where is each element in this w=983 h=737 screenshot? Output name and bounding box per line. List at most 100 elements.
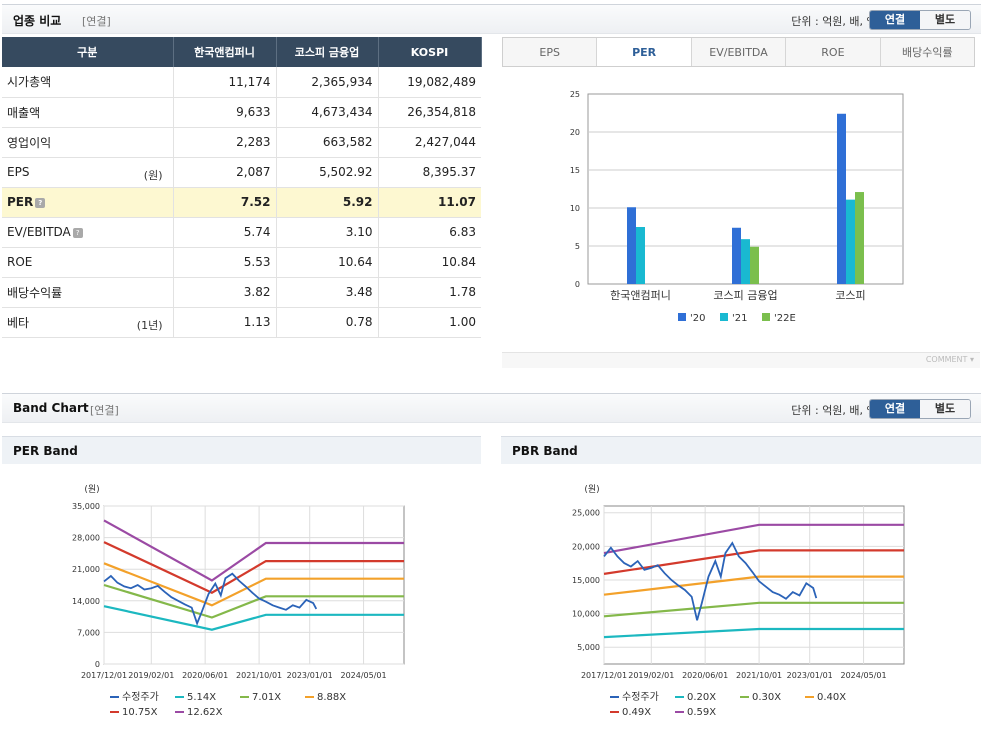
row-label: 시가총액 [7, 75, 52, 90]
y-tick-label: 20,000 [572, 542, 600, 551]
row-label-cell: 배당수익률 [2, 277, 174, 308]
legend-label: 수정주가 [122, 691, 159, 703]
value-cell: 1.13 [173, 307, 277, 338]
sector-compare-header: 업종 비교 [연결] 단위 : 억원, 배, % 연결 별도 [2, 4, 981, 34]
comment-toggle[interactable]: COMMENT ▾ [502, 352, 980, 368]
x-tick-label: 2021/10/01 [736, 671, 782, 680]
separate-button[interactable]: 별도 [920, 11, 970, 29]
bar [837, 113, 846, 284]
value-cell: 8,395.37 [378, 157, 481, 188]
per-band-chart: (원) 0 7,000 14,000 21,000 28,000 35,000 2017/12… [72, 484, 405, 718]
bar [846, 199, 855, 284]
legend-swatch [762, 313, 770, 321]
legend-label: 0.49X [622, 707, 651, 718]
x-tick-label: 2024/05/01 [341, 671, 387, 680]
section-title: 업종 비교 [13, 14, 62, 28]
value-cell: 0.78 [276, 307, 379, 338]
series-line [603, 627, 904, 639]
value-cell: 10.84 [378, 247, 481, 278]
row-label: EV/EBITDA [7, 225, 71, 239]
bar [636, 227, 645, 284]
tab-per[interactable]: PER [597, 38, 692, 66]
help-icon[interactable]: ? [35, 197, 46, 208]
help-icon[interactable]: ? [72, 227, 83, 238]
y-tick-label: 0 [575, 280, 580, 289]
x-tick-label: 한국앤컴퍼니 [610, 289, 671, 302]
y-tick-label: 0 [95, 660, 100, 669]
x-tick-label: 2017/12/01 [581, 671, 627, 680]
value-cell: 1.00 [378, 307, 481, 338]
series-line [103, 605, 404, 631]
row-label: EPS [7, 165, 30, 179]
value-cell: 2,087 [173, 157, 277, 188]
value-cell: 5.53 [173, 247, 277, 278]
row-label: 매출액 [7, 105, 41, 120]
table-row: PER? 7.52 5.92 11.07 [2, 187, 481, 218]
value-cell: 5.92 [276, 187, 379, 218]
metric-tabs: EPS PER EV/EBITDA ROE 배당수익률 [502, 37, 975, 67]
row-label-cell: 매출액 [2, 97, 174, 128]
series-line [103, 583, 404, 619]
bar [855, 192, 864, 284]
row-label-cell: PER? [2, 187, 174, 218]
band-chart-header: Band Chart [연결] 단위 : 억원, 배, % 연결 별도 [2, 393, 981, 423]
separate-button[interactable]: 별도 [920, 400, 970, 418]
value-cell: 3.48 [276, 277, 379, 308]
y-tick-label: 28,000 [72, 534, 100, 543]
series-line [103, 562, 404, 607]
row-label: 배당수익률 [7, 285, 63, 300]
legend-label: '20 [690, 313, 705, 324]
x-tick-label: 2019/02/01 [628, 671, 674, 680]
unit-label: 단위 : 억원, 배, % [791, 404, 877, 417]
legend-label: 5.14X [187, 692, 216, 703]
legend-label: 0.20X [687, 692, 716, 703]
pbr-band-title: PBR Band [512, 444, 578, 458]
value-cell: 7.52 [173, 187, 277, 218]
table-row: 시가총액 11,174 2,365,934 19,082,489 [2, 67, 481, 98]
legend-swatch [720, 313, 728, 321]
value-cell: 3.10 [276, 217, 379, 248]
value-cell: 19,082,489 [378, 67, 481, 98]
value-cell: 1.78 [378, 277, 481, 308]
value-cell: 11,174 [173, 67, 277, 98]
tab-ev-ebitda[interactable]: EV/EBITDA [692, 38, 787, 66]
x-tick-label: 2023/01/01 [287, 671, 333, 680]
bar [732, 227, 741, 284]
per-band-title: PER Band [13, 444, 78, 458]
legend-label: 0.30X [752, 692, 781, 703]
x-tick-label: 2020/06/01 [182, 671, 228, 680]
y-tick-label: 20 [570, 128, 580, 137]
section-subtitle: [연결] [82, 15, 111, 28]
column-header: 한국앤컴퍼니 [173, 37, 277, 67]
series-line [103, 572, 318, 626]
y-tick-label: 15,000 [572, 576, 600, 585]
row-label: ROE [7, 255, 33, 269]
y-tick-label: 15 [570, 166, 580, 175]
row-label-cell: 시가총액 [2, 67, 174, 98]
value-cell: 9,633 [173, 97, 277, 128]
value-cell: 10.64 [276, 247, 379, 278]
row-label: 베타 [7, 315, 30, 330]
value-cell: 663,582 [276, 127, 379, 158]
consolidated-button[interactable]: 연결 [870, 400, 920, 418]
tab-eps[interactable]: EPS [503, 38, 598, 66]
consolidated-button[interactable]: 연결 [870, 11, 920, 29]
value-cell: 3.82 [173, 277, 277, 308]
series-line [103, 519, 404, 582]
consolidation-toggle: 연결 별도 [869, 10, 971, 30]
row-label-cell: 영업이익 [2, 127, 174, 158]
tab--[interactable]: 배당수익률 [902, 46, 953, 59]
x-tick-label: 2017/12/01 [81, 671, 127, 680]
legend-label: '21 [732, 313, 747, 324]
tab-roe[interactable]: ROE [786, 38, 881, 66]
pbr-band-header: PBR Band [501, 436, 981, 464]
bar [741, 239, 750, 284]
legend-label: 0.59X [687, 707, 716, 718]
bar [750, 246, 759, 284]
y-tick-label: 5,000 [577, 643, 600, 652]
y-tick-label: 25 [570, 90, 580, 99]
consolidation-toggle: 연결 별도 [869, 399, 971, 419]
y-tick-label: 25,000 [572, 509, 600, 518]
table-row: 배당수익률 3.82 3.48 1.78 [2, 277, 481, 308]
unit-label: 단위 : 억원, 배, % [791, 15, 877, 28]
